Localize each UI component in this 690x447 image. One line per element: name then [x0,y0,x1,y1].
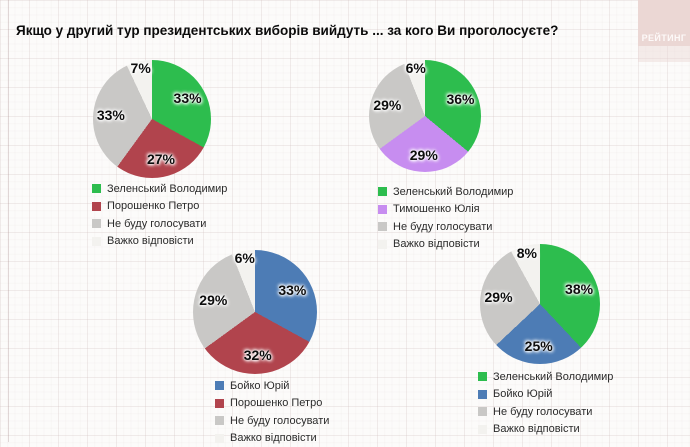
legend-item: Не буду голосувати [478,403,613,421]
legend-swatch-no-vote [92,219,101,228]
pie-percent-label: 8% [517,245,537,261]
legend-label: Не буду голосувати [493,406,592,418]
pie-zelensky-tymoshenko: 36% 29% 29% 6% [369,60,481,172]
legend-item: Порошенко Петро [92,198,227,216]
legend-item: Зеленський Володимир [478,368,613,386]
pie-percent-label: 33% [278,282,306,298]
legend: Зеленський Володимир Порошенко Петро Не … [92,180,227,250]
legend-swatch-poroshenko [92,202,101,211]
legend-swatch-zelensky [378,187,387,196]
rating-logo-text: РЕЙТИНГ [642,33,687,46]
pie-zelensky-poroshenko: 33% 27% 33% 7% [93,60,211,178]
legend-label: Зеленський Володимир [393,186,513,198]
legend-label: Порошенко Петро [230,397,322,409]
pie-chart-zelensky-boyko: 38% 25% 29% 8% Зеленський Володимир Бойко Ю… [478,244,690,442]
pie-percent-label: 6% [235,250,255,266]
pie-percent-label: 6% [406,60,426,76]
legend-item: Зеленський Володимир [92,180,227,198]
legend-label: Важко відповісти [230,432,317,444]
legend-swatch-hard-to-answer [478,425,487,434]
legend: Зеленський Володимир Бойко Юрій Не буду … [478,368,613,438]
legend-swatch-poroshenko [215,399,224,408]
legend-label: Бойко Юрій [493,388,552,400]
pie-percent-label: 25% [525,338,553,354]
legend-label: Зеленський Володимир [493,371,613,383]
legend-swatch-boyko [478,390,487,399]
legend-label: Важко відповісти [493,423,580,435]
legend-item: Не буду голосувати [92,215,227,233]
page-title: Якщо у другий тур президентських виборів… [16,22,616,40]
rating-logo: РЕЙТИНГ [638,0,690,46]
pie-percent-label: 38% [565,281,593,297]
legend-swatch-no-vote [215,416,224,425]
legend-label: Порошенко Петро [107,200,199,212]
legend-label: Зеленський Володимир [107,183,227,195]
legend-swatch-hard-to-answer [92,237,101,246]
legend-swatch-zelensky [478,372,487,381]
legend-swatch-boyko [215,381,224,390]
legend-item: Бойко Юрій [215,377,329,395]
legend-item: Важко відповісти [92,233,227,251]
legend-swatch-hard-to-answer [378,240,387,249]
pie-boyko-poroshenko: 33% 32% 29% 6% [193,250,317,374]
pie-percent-label: 29% [410,147,438,163]
legend-swatch-tymoshenko [378,205,387,214]
legend-swatch-no-vote [378,222,387,231]
legend: Зеленський Володимир Тимошенко Юлія Не б… [378,183,513,253]
pie-percent-label: 27% [147,151,175,167]
pie-percent-label: 29% [485,289,513,305]
pie-percent-label: 7% [131,60,151,76]
pie-chart-zelensky-poroshenko: 33% 27% 33% 7% Зеленський Володимир Порошен… [92,59,302,245]
pie-percent-label: 32% [244,347,272,363]
pie-percent-label: 33% [174,90,202,106]
pie-percent-label: 33% [97,107,125,123]
legend-label: Важко відповісти [107,235,194,247]
pie-percent-label: 29% [373,97,401,113]
rating-logo-shadow [638,46,690,62]
legend-item: Не буду голосувати [378,218,513,236]
legend-item: Зеленський Володимир [378,183,513,201]
legend-item: Бойко Юрій [478,386,613,404]
pie-zelensky-boyko: 38% 25% 29% 8% [480,244,600,364]
pie-chart-zelensky-tymoshenko: 36% 29% 29% 6% Зеленський Володимир Тимошен… [369,59,579,249]
pie-chart-boyko-poroshenko: 33% 32% 29% 6% Бойко Юрій Порошенко Петро Н… [193,250,413,442]
legend-item: Тимошенко Юлія [378,201,513,219]
legend-label: Тимошенко Юлія [393,203,480,215]
legend: Бойко Юрій Порошенко Петро Не буду голос… [215,377,329,447]
pie-percent-label: 29% [199,292,227,308]
legend-swatch-zelensky [92,184,101,193]
left-grid-line [8,0,9,442]
legend-item: Важко відповісти [478,421,613,439]
legend-label: Бойко Юрій [230,380,289,392]
legend-label: Не буду голосувати [393,221,492,233]
legend-swatch-no-vote [478,407,487,416]
legend-item: Порошенко Петро [215,395,329,413]
legend-label: Не буду голосувати [107,218,206,230]
legend-label: Важко відповісти [393,238,480,250]
legend-item: Не буду голосувати [215,412,329,430]
legend-swatch-hard-to-answer [215,434,224,443]
legend-label: Не буду голосувати [230,415,329,427]
legend-item: Важко відповісти [215,430,329,447]
pie-percent-label: 36% [446,91,474,107]
